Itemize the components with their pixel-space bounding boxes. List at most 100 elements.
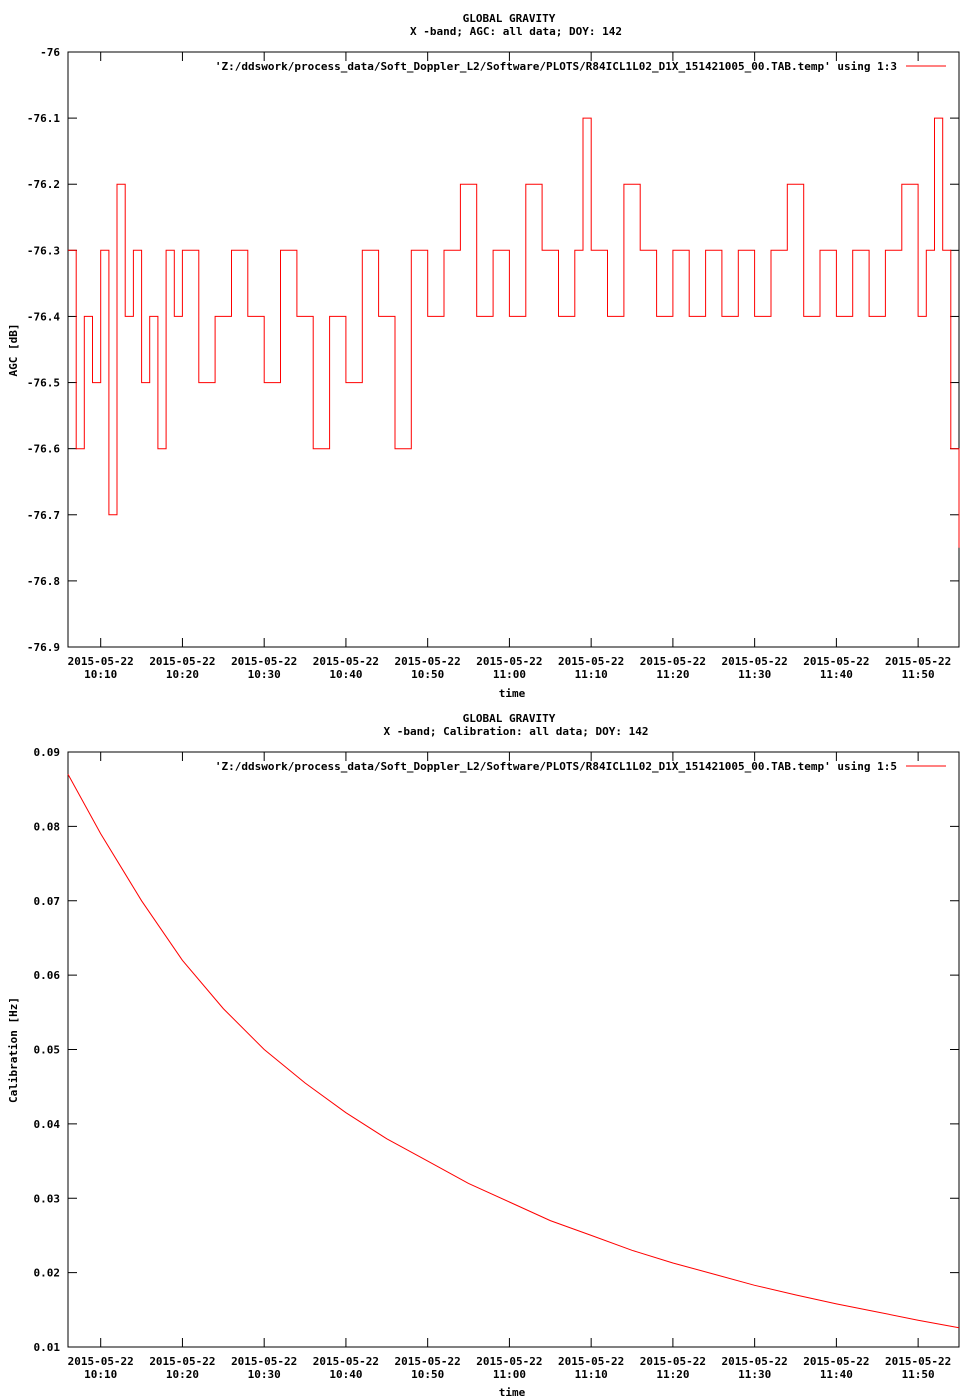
- calibration-panel: GLOBAL GRAVITY X -band; Calibration: all…: [7, 712, 960, 1399]
- x-tick-date-label: 2015-05-22: [722, 1355, 788, 1368]
- x-tick-date-label: 2015-05-22: [149, 655, 215, 668]
- x-tick-date-label: 2015-05-22: [558, 655, 624, 668]
- y-tick-label: 0.03: [34, 1192, 61, 1205]
- y-tick-label: 0.05: [34, 1044, 61, 1057]
- x-tick-time-label: 10:50: [411, 1368, 444, 1381]
- y-tick: 0.04: [34, 1118, 959, 1131]
- x-tick-time-label: 11:30: [738, 1368, 771, 1381]
- y-tick-label: 0.07: [34, 895, 61, 908]
- x-tick-date-label: 2015-05-22: [231, 1355, 297, 1368]
- agc-legend-label: 'Z:/ddswork/process_data/Soft_Doppler_L2…: [215, 60, 897, 73]
- y-tick: -76.8: [27, 575, 959, 588]
- x-tick-time-label: 10:10: [84, 1368, 117, 1381]
- agc-y-axis: -76 -76.1 -76.2 -76.3 -76.4 -76.5 -76.6 -76.7 -7…: [27, 46, 959, 654]
- y-tick: -76: [40, 46, 959, 59]
- agc-x-axis-label: time: [499, 687, 526, 700]
- cal-y-axis-label: Calibration [Hz]: [7, 997, 20, 1103]
- y-tick-label: 0.02: [34, 1267, 61, 1280]
- x-tick-time-label: 11:30: [738, 668, 771, 681]
- x-tick-date-label: 2015-05-22: [722, 655, 788, 668]
- y-tick-label: 0.01: [34, 1341, 61, 1354]
- x-tick-date-label: 2015-05-22: [640, 655, 706, 668]
- x-tick-time-label: 11:50: [902, 1368, 935, 1381]
- y-tick: 0.02: [34, 1267, 959, 1280]
- x-tick-date-label: 2015-05-22: [231, 655, 297, 668]
- x-tick-time-label: 10:30: [248, 1368, 281, 1381]
- cal-title: GLOBAL GRAVITY: [463, 712, 556, 725]
- cal-y-axis: 0.01 0.02 0.03 0.04 0.05 0.06 0.07 0.08 0.09: [34, 746, 959, 1354]
- cal-plot-frame: [67, 751, 960, 1348]
- x-tick-date-label: 2015-05-22: [395, 1355, 461, 1368]
- x-tick-time-label: 11:20: [656, 668, 689, 681]
- x-tick-time-label: 10:20: [166, 1368, 199, 1381]
- cal-subtitle: X -band; Calibration: all data; DOY: 142: [384, 725, 649, 738]
- x-tick-time-label: 11:10: [575, 668, 608, 681]
- cal-legend: 'Z:/ddswork/process_data/Soft_Doppler_L2…: [215, 760, 946, 773]
- y-tick-label: -76.4: [27, 310, 60, 323]
- x-tick-time-label: 11:00: [493, 1368, 526, 1381]
- y-tick: 0.09: [34, 746, 959, 759]
- x-tick-date-label: 2015-05-22: [313, 655, 379, 668]
- x-tick-time-label: 11:40: [820, 668, 853, 681]
- y-tick: -76.9: [27, 641, 959, 654]
- cal-legend-label: 'Z:/ddswork/process_data/Soft_Doppler_L2…: [215, 760, 897, 773]
- y-tick-label: 0.08: [34, 820, 61, 833]
- y-tick-label: -76.3: [27, 244, 60, 257]
- y-tick: 0.05: [34, 1044, 959, 1057]
- x-tick-time-label: 10:40: [329, 668, 362, 681]
- y-tick: -76.2: [27, 178, 959, 191]
- y-tick: -76.6: [27, 443, 959, 456]
- x-tick-time-label: 11:00: [493, 668, 526, 681]
- y-tick-label: -76.8: [27, 575, 60, 588]
- x-tick-time-label: 11:10: [575, 1368, 608, 1381]
- cal-x-axis: 2015-05-2210:102015-05-2210:202015-05-22…: [68, 752, 951, 1381]
- agc-series-line: [68, 117, 960, 548]
- x-tick-time-label: 10:40: [329, 1368, 362, 1381]
- y-tick: -76.1: [27, 112, 959, 125]
- y-tick: 0.06: [34, 969, 959, 982]
- x-tick-date-label: 2015-05-22: [803, 655, 869, 668]
- y-tick-label: -76.5: [27, 377, 60, 390]
- y-tick-label: -76.1: [27, 112, 60, 125]
- agc-title: GLOBAL GRAVITY: [463, 12, 556, 25]
- y-tick-label: -76.7: [27, 509, 60, 522]
- y-tick-label: -76: [40, 46, 60, 59]
- x-tick-date-label: 2015-05-22: [885, 1355, 951, 1368]
- x-tick-date-label: 2015-05-22: [885, 655, 951, 668]
- y-tick-label: 0.09: [34, 746, 61, 759]
- x-tick-time-label: 11:40: [820, 1368, 853, 1381]
- x-tick-time-label: 10:20: [166, 668, 199, 681]
- x-tick-time-label: 10:30: [248, 668, 281, 681]
- x-tick-date-label: 2015-05-22: [476, 655, 542, 668]
- y-tick: 0.01: [34, 1341, 959, 1354]
- agc-y-axis-label: AGC [dB]: [7, 324, 20, 377]
- y-tick-label: 0.04: [34, 1118, 61, 1131]
- cal-x-axis-label: time: [499, 1386, 526, 1399]
- agc-subtitle: X -band; AGC: all data; DOY: 142: [410, 25, 622, 38]
- agc-legend: 'Z:/ddswork/process_data/Soft_Doppler_L2…: [215, 60, 946, 73]
- y-tick: -76.4: [27, 310, 959, 323]
- x-tick-date-label: 2015-05-22: [803, 1355, 869, 1368]
- x-tick-date-label: 2015-05-22: [68, 1355, 134, 1368]
- y-tick: -76.5: [27, 377, 959, 390]
- y-tick-label: -76.9: [27, 641, 60, 654]
- x-tick-date-label: 2015-05-22: [395, 655, 461, 668]
- x-tick-date-label: 2015-05-22: [476, 1355, 542, 1368]
